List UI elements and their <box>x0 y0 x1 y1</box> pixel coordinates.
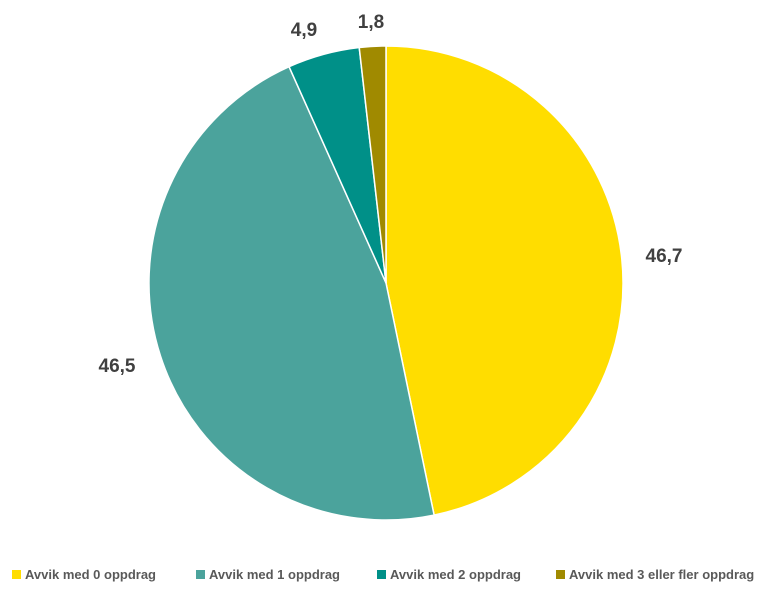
data-label-2: 4,9 <box>291 20 317 41</box>
legend-swatch <box>556 570 565 579</box>
data-label-1: 46,5 <box>99 356 136 377</box>
legend: Avvik med 0 oppdrag Avvik med 1 oppdrag … <box>0 567 764 590</box>
legend-swatch <box>12 570 21 579</box>
legend-item-1-oppdrag: Avvik med 1 oppdrag <box>196 567 340 582</box>
pie-slices <box>148 45 624 521</box>
legend-label: Avvik med 3 eller fler oppdrag <box>569 567 755 582</box>
legend-swatch <box>377 570 386 579</box>
pie-slice-3 <box>358 45 387 284</box>
legend-label: Avvik med 1 oppdrag <box>209 567 340 582</box>
legend-label: Avvik med 2 oppdrag <box>390 567 521 582</box>
legend-label: Avvik med 0 oppdrag <box>25 567 156 582</box>
pie-slice-0 <box>385 45 624 516</box>
pie-data-labels: 46,7 46,5 4,9 1,8 <box>99 12 683 377</box>
legend-item-2-oppdrag: Avvik med 2 oppdrag <box>377 567 521 582</box>
pie-slice-1 <box>148 65 435 521</box>
data-label-0: 46,7 <box>646 246 683 267</box>
legend-item-3-eller-fler-oppdrag: Avvik med 3 eller fler oppdrag <box>556 567 754 582</box>
legend-swatch <box>196 570 205 579</box>
data-label-3: 1,8 <box>358 12 384 33</box>
legend-item-0-oppdrag: Avvik med 0 oppdrag <box>12 567 156 582</box>
